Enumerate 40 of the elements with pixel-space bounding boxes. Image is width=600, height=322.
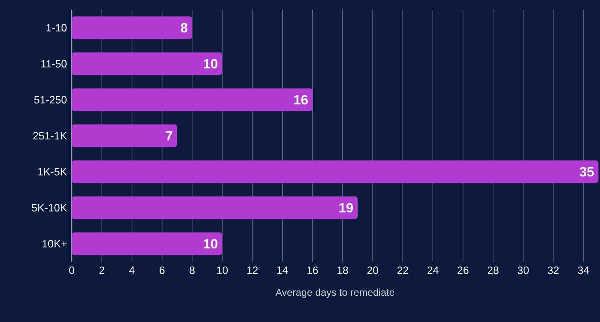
y-tick-label: 11-50	[42, 60, 67, 68]
data-label: 10	[204, 239, 218, 249]
x-tick-label: 4	[129, 266, 135, 274]
bar	[72, 196, 358, 220]
x-tick-label: 18	[338, 266, 348, 274]
y-tick-label: 1K-5K	[38, 168, 68, 176]
data-label: 8	[181, 23, 188, 33]
bar	[72, 52, 222, 76]
bar	[72, 160, 599, 184]
x-tick-label: 6	[160, 266, 165, 274]
x-tick-label: 14	[278, 266, 288, 274]
x-tick-label: 12	[247, 266, 258, 274]
x-tick-label: 30	[518, 266, 529, 274]
bar	[72, 232, 222, 256]
data-label: 19	[340, 203, 354, 213]
y-tick-label: 51-250	[34, 96, 67, 104]
data-label: 35	[580, 167, 594, 177]
x-tick-label: 28	[488, 266, 499, 274]
x-tick-label: 0	[69, 266, 75, 274]
x-tick-label: 20	[368, 266, 378, 274]
data-label: 10	[204, 59, 218, 69]
y-tick-label: 10K+	[42, 240, 67, 248]
y-tick-label: 1-10	[46, 24, 67, 32]
y-tick-label: 5K-10K	[32, 204, 68, 212]
x-tick-label: 34	[578, 266, 590, 274]
bar	[72, 124, 178, 148]
x-tick-label: 10	[217, 266, 228, 274]
y-tick-label: 251-1K	[33, 132, 68, 140]
x-tick-label: 2	[100, 266, 105, 274]
x-tick-label: 8	[190, 266, 195, 274]
bar	[72, 16, 192, 40]
bar	[72, 88, 313, 112]
x-tick-label: 22	[398, 266, 408, 274]
data-label: 7	[166, 131, 172, 141]
data-label: 16	[294, 95, 308, 105]
x-tick-label: 26	[458, 266, 469, 274]
x-tick-label: 32	[548, 266, 559, 274]
x-tick-label: 24	[428, 266, 439, 274]
x-axis-title: Average days to remediate	[276, 288, 395, 298]
x-tick-label: 16	[308, 266, 318, 274]
